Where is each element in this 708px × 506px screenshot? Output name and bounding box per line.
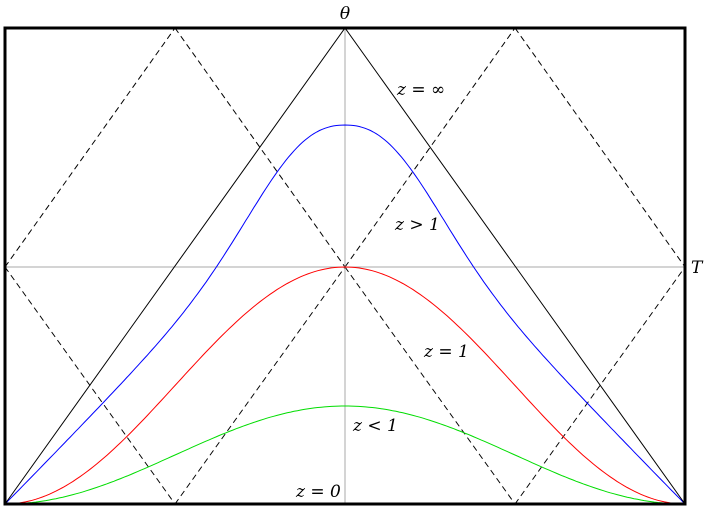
dashed-line	[344, 266, 516, 505]
label-z-less-than-one: z < 1	[352, 416, 398, 436]
axis-label-t: T	[691, 258, 704, 278]
dashed-line	[514, 27, 686, 268]
curve-z-equals-one	[4, 266, 686, 505]
plot-frame	[3, 26, 687, 506]
label-z-equals-one: z = 1	[423, 342, 469, 362]
curve-z-less-than-one	[5, 405, 685, 505]
dashed-line	[174, 27, 346, 268]
dashed-line	[4, 27, 176, 268]
curve-z-greater-than-one	[4, 124, 686, 505]
dashed-line	[344, 27, 516, 268]
dashed-line	[174, 266, 346, 505]
label-z-greater-than-one: z > 1	[394, 215, 440, 235]
dashed-null-lines	[4, 27, 686, 505]
axis-label-theta: θ	[340, 4, 350, 24]
label-z-infinity: z = ∞	[396, 80, 445, 100]
label-z-zero: z = 0	[295, 482, 341, 502]
